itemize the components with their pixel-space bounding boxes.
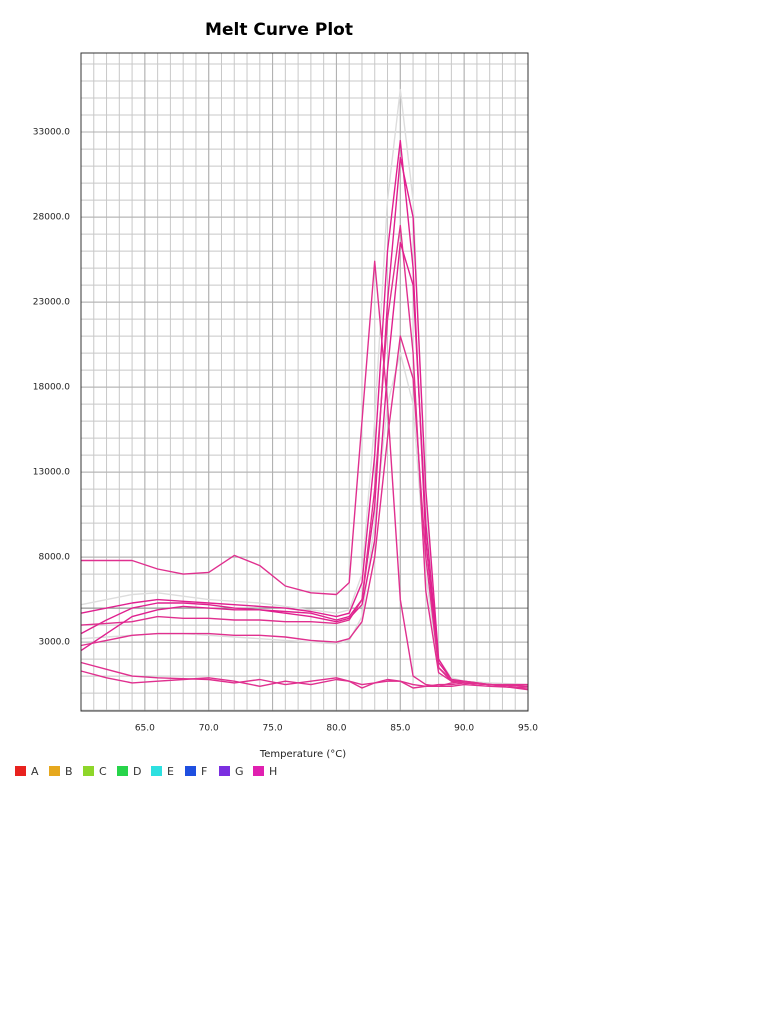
legend-swatch [117,766,128,776]
legend-label: D [133,765,141,778]
legend-label: F [201,765,207,778]
legend-swatch [185,766,196,776]
melt-curve [80,224,529,687]
y-tick-label: 28000.0 [33,213,70,223]
x-axis-label: Temperature (°C) [259,749,346,760]
y-tick-label: 13000.0 [33,468,70,478]
legend-swatch [15,766,26,776]
legend-label: B [65,765,73,778]
x-tick-label: 85.0 [390,724,410,734]
melt-curve [80,335,529,687]
y-tick-label: 33000.0 [33,128,70,138]
legend-label: A [31,765,39,778]
legend-swatch [83,766,94,776]
legend-label: G [235,765,244,778]
legend-swatch [253,766,264,776]
x-tick-label: 95.0 [518,724,538,734]
melt-curve [80,156,529,687]
legend-label: E [167,765,174,778]
legend-swatch [219,766,230,776]
legend-label: C [99,765,107,778]
y-tick-label: 23000.0 [33,298,70,308]
plot-area [81,53,528,711]
x-tick-label: 75.0 [263,724,283,734]
melt-curve [81,260,529,689]
x-tick-label: 80.0 [326,724,346,734]
plot-border [80,52,529,712]
chart-title: Melt Curve Plot [205,20,353,40]
x-tick-label: 70.0 [199,724,219,734]
x-tick-label: 90.0 [454,724,474,734]
legend-swatch [49,766,60,776]
melt-curve [80,670,528,689]
legend-label: H [269,765,277,778]
x-tick-label: 65.0 [135,724,155,734]
y-tick-label: 3000.0 [39,638,71,648]
y-tick-label: 8000.0 [39,553,71,563]
melt-curve [80,241,529,687]
y-tick-label: 18000.0 [33,383,70,393]
legend-swatch [151,766,162,776]
